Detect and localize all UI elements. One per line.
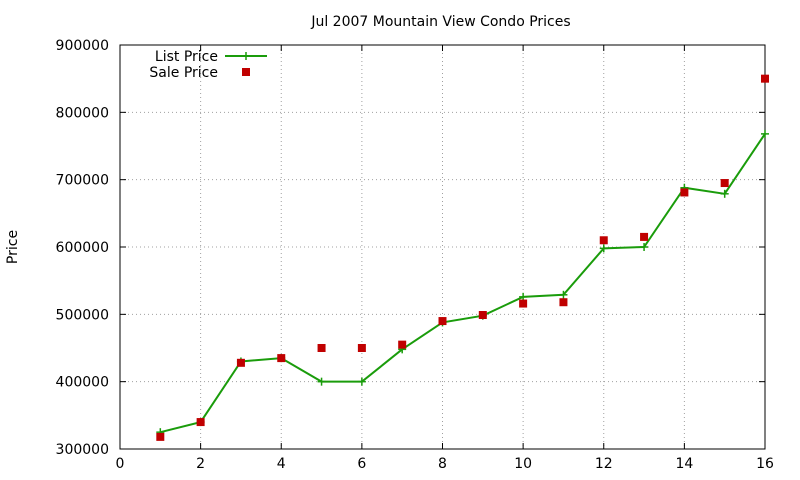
list-price-line: [160, 133, 766, 434]
tick-labels: 0 2 4 6 8 10 12 14 16 300000 400000 500000 600000 700…: [56, 38, 774, 472]
x-tick-label: 6: [357, 456, 366, 472]
list-price-point: [761, 129, 769, 138]
x-tick-label: 12: [595, 456, 613, 472]
list-price-point: [317, 377, 326, 386]
x-tick-label: 2: [196, 456, 205, 472]
list-price-point: [519, 292, 528, 301]
sale-price-point: [156, 432, 165, 441]
y-tick-label: 700000: [56, 173, 109, 189]
list-price-point: [599, 244, 608, 253]
sale-price-point: [680, 188, 689, 197]
sale-price-point: [196, 418, 205, 427]
sale-price-point: [640, 232, 649, 241]
sale-price-point: [478, 311, 487, 320]
series-layer: [156, 74, 769, 441]
sale-price-point: [559, 298, 568, 307]
y-tick-label: 400000: [56, 375, 109, 391]
sale-price-point: [438, 317, 447, 326]
legend-label: Sale Price: [149, 65, 218, 81]
list-price-point: [559, 290, 568, 299]
y-axis-label: Price: [5, 230, 21, 264]
sale-price-point: [317, 344, 326, 352]
x-tick-label: 16: [756, 456, 774, 472]
chart-title: Jul 2007 Mountain View Condo Prices: [310, 14, 570, 30]
plot-frame: [119, 44, 766, 450]
x-tick-label: 8: [438, 456, 447, 472]
sale-price-point: [357, 344, 366, 352]
y-tick-label: 500000: [56, 307, 109, 323]
sale-price-point: [599, 236, 608, 245]
series-1: [156, 74, 769, 441]
x-tick-label: 10: [514, 456, 532, 472]
sale-price-point: [720, 179, 729, 188]
y-tick-label: 300000: [56, 442, 109, 458]
x-tick-label: 4: [277, 456, 286, 472]
legend-square-marker: [242, 68, 250, 76]
list-price-point: [640, 243, 649, 251]
x-tick-label: 0: [116, 456, 125, 472]
sale-price-point: [398, 340, 407, 349]
sale-price-point: [236, 358, 245, 367]
y-tick-label: 600000: [56, 240, 109, 256]
list-price-point: [720, 189, 729, 198]
y-tick-label: 800000: [56, 105, 109, 121]
legend-plus-marker: [242, 52, 250, 60]
sale-price-point: [761, 74, 769, 83]
x-tick-label: 14: [675, 456, 693, 472]
legend-label: List Price: [155, 49, 218, 65]
list-price-point: [357, 377, 366, 386]
sale-price-point: [277, 354, 286, 363]
y-tick-label: 900000: [56, 38, 109, 54]
sale-price-point: [519, 299, 528, 308]
